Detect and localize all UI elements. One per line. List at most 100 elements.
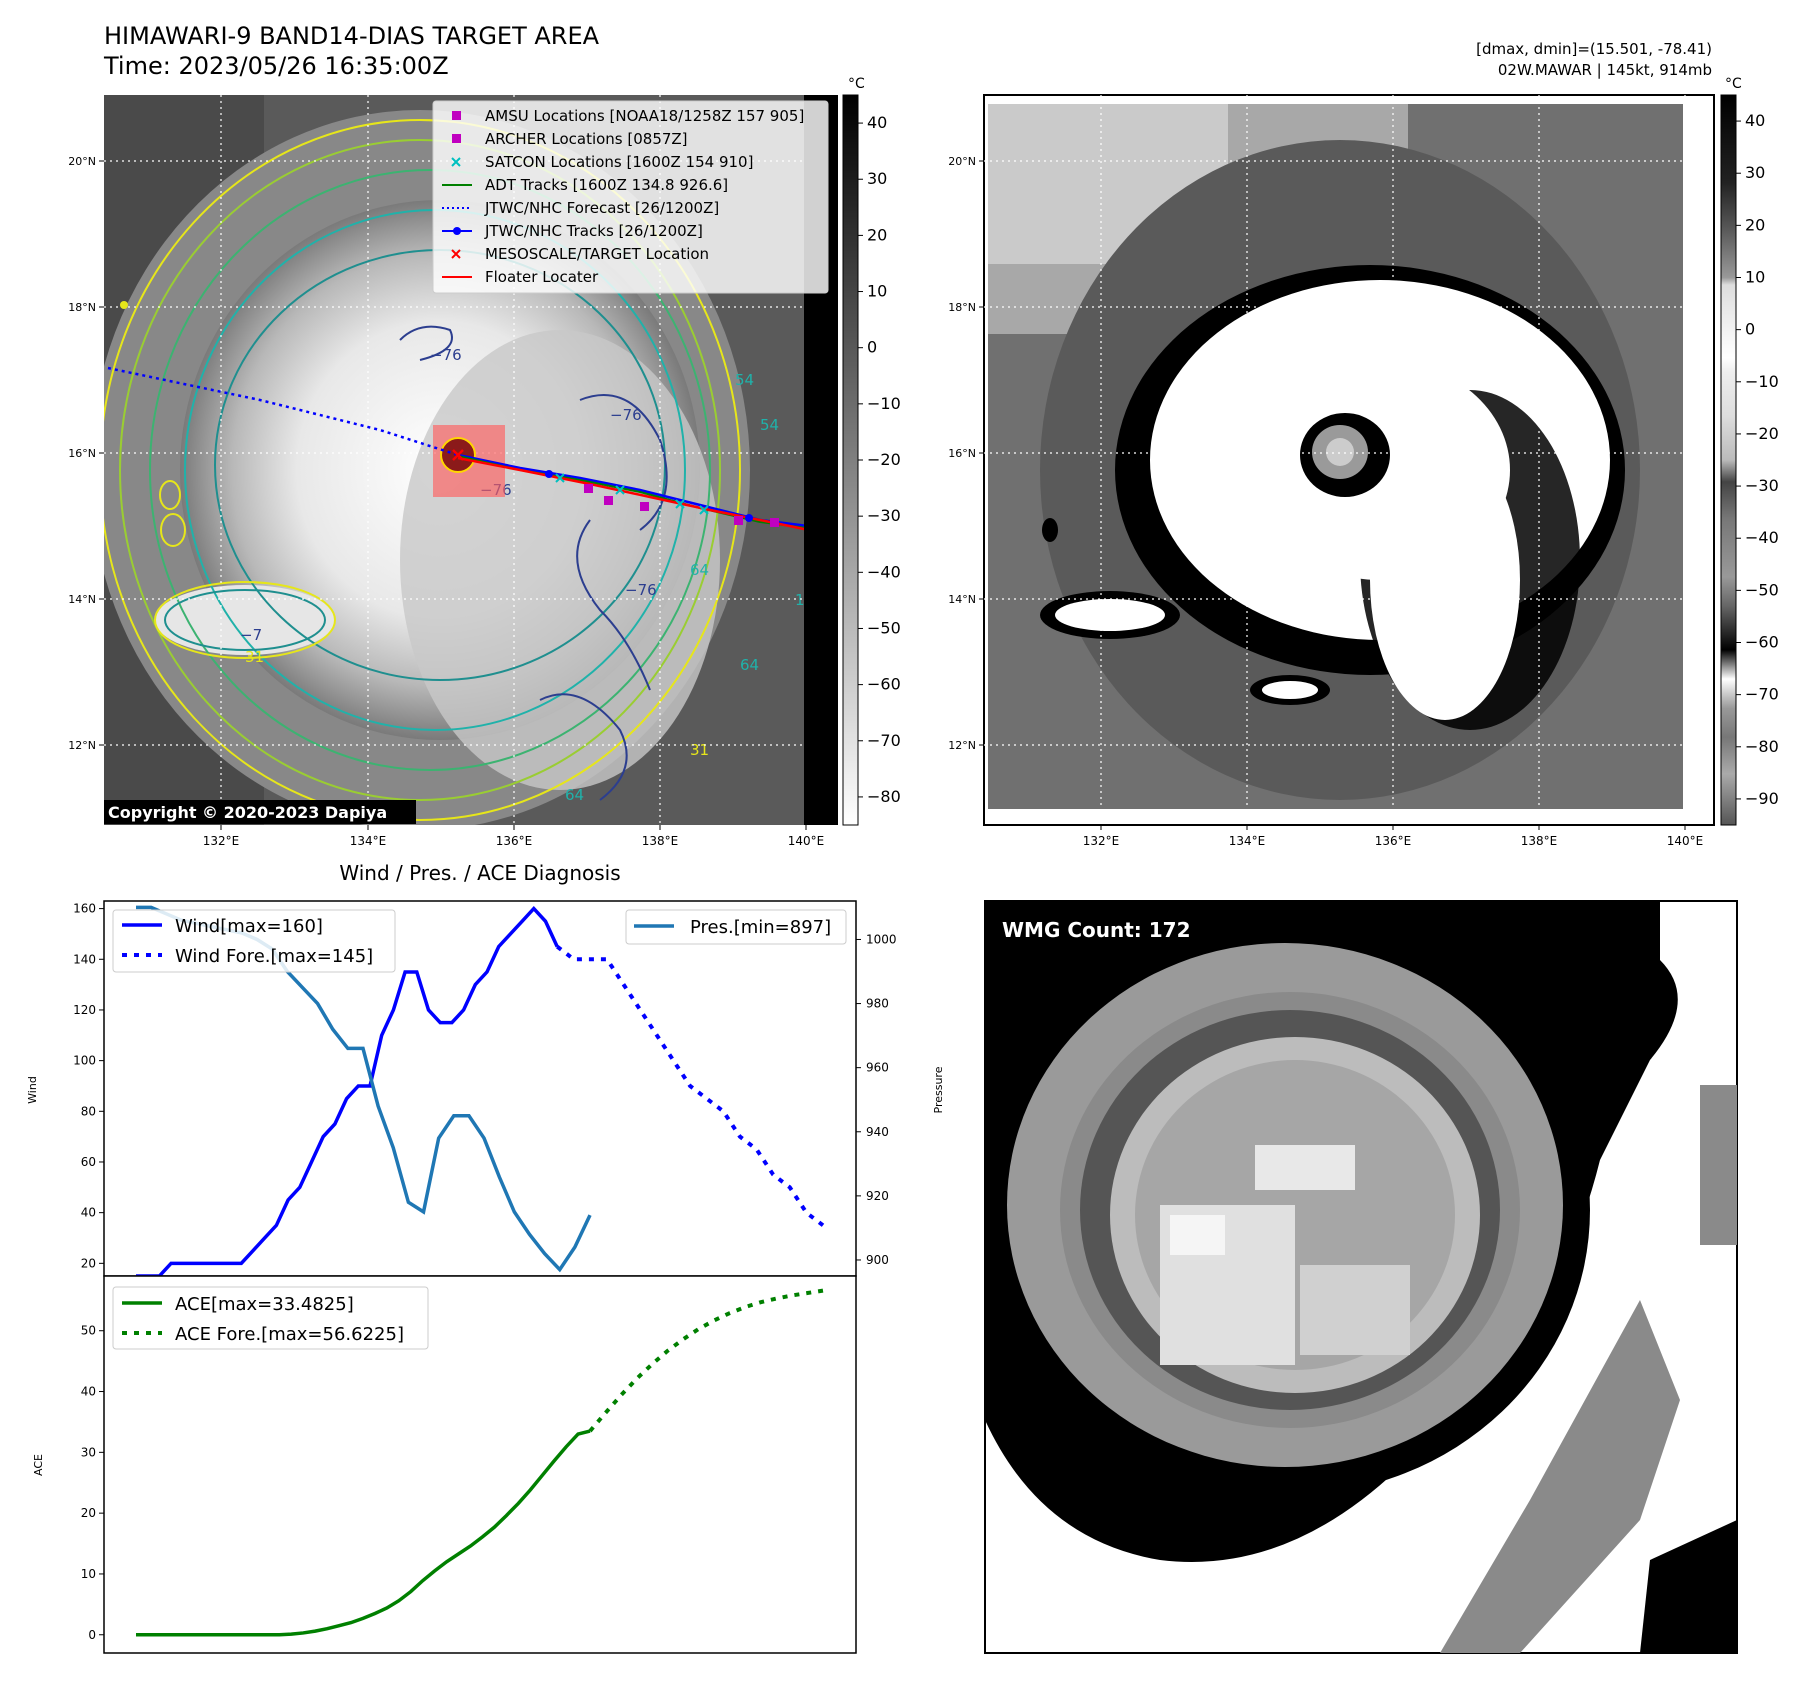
storm-info: 02W.MAWAR | 145kt, 914mb [1498, 61, 1712, 79]
legend-label: ACE[max=33.4825] [175, 1294, 354, 1315]
satcon-marker [615, 485, 625, 495]
ace-tick-label: 50 [81, 1324, 96, 1338]
colorbar-tick-label: −80 [867, 787, 901, 806]
legend-label: Pres.[min=897] [690, 917, 831, 938]
legend-label: Floater Locater [485, 268, 599, 286]
colorbar-tick-label: 30 [1745, 163, 1765, 182]
colorbar-tick-label: 40 [867, 113, 887, 132]
legend-label: Wind[max=160] [175, 916, 323, 937]
lon-tick-label: 138°E [1521, 834, 1558, 848]
legend-symbol [451, 157, 461, 167]
lat-tick-label: 16°N [948, 447, 976, 460]
amsu-marker [604, 496, 613, 505]
lon-tick-label: 138°E [642, 834, 679, 848]
point-marker [120, 301, 128, 309]
legend-label: JTWC/NHC Forecast [26/1200Z] [484, 199, 719, 217]
wind-legend: Wind[max=160] Wind Fore.[max=145] [112, 909, 396, 973]
contour-label: 31 [690, 741, 709, 759]
lon-tick-label: 132°E [1083, 834, 1120, 848]
contour-label: −7 [240, 626, 262, 644]
lon-tick-label: 136°E [1375, 834, 1412, 848]
jtwc-track-point [545, 470, 553, 478]
wind-tick-label: 40 [81, 1206, 96, 1220]
colorbar-tick-label: 10 [1745, 268, 1765, 287]
colorbar-tick-label: −10 [867, 394, 901, 413]
colorbar-tick-label: −40 [1745, 528, 1779, 547]
wind-forecast-series-line [555, 945, 825, 1227]
colorbar-tick-label: −60 [867, 675, 901, 694]
lat-tick-label: 14°N [68, 593, 96, 606]
contour-label: 31 [245, 648, 264, 666]
figure-time: Time: 2023/05/26 16:35:00Z [103, 52, 449, 80]
colorbar-tick-label: −30 [1745, 476, 1779, 495]
ace-axis-label: ACE [32, 1454, 45, 1476]
figure-title: HIMAWARI-9 BAND14-DIAS TARGET AREA [104, 22, 600, 50]
ace-tick-label: 10 [81, 1567, 96, 1581]
pressure-axis-label: Pressure [932, 1066, 945, 1113]
lat-tick-label: 20°N [68, 155, 96, 168]
left-map-panel: −76 −76 −76 −76 54 54 64 64 64 31 31 15 … [68, 95, 838, 848]
colorbar-tick-label: −40 [867, 562, 901, 581]
pressure-tick-label: 900 [866, 1253, 889, 1267]
colorbar-tick-label: −70 [1745, 685, 1779, 704]
lon-tick-label: 140°E [788, 834, 825, 848]
wmg-count-label: WMG Count: 172 [1002, 918, 1191, 942]
chart-title: Wind / Pres. / ACE Diagnosis [339, 861, 620, 885]
ace-forecast-series-line [588, 1288, 824, 1433]
colorbar-tick-label: −20 [1745, 424, 1779, 443]
pressure-tick-label: 980 [866, 997, 889, 1011]
colorbar-tick-label: 0 [1745, 320, 1755, 339]
satcon-marker [675, 499, 685, 509]
lat-tick-label: 12°N [948, 739, 976, 752]
colorbar-tick-label: 40 [1745, 111, 1765, 130]
colorbar-tick-label: −10 [1745, 372, 1779, 391]
contour-label: −76 [625, 581, 657, 599]
wind-tick-label: 120 [73, 1003, 96, 1017]
lon-tick-label: 136°E [496, 834, 533, 848]
colorbar-tick-label: 20 [1745, 215, 1765, 234]
wind-axis-label: Wind [26, 1076, 39, 1104]
colorbar-tick-label: 20 [867, 225, 887, 244]
lat-tick-label: 12°N [68, 739, 96, 752]
wmg-panel: WMG Count: 172 [984, 900, 1738, 1654]
legend-symbol [451, 249, 461, 259]
colorbar-unit: °C [1725, 76, 1742, 92]
ace-tick-label: 30 [81, 1445, 96, 1459]
lat-tick-label: 20°N [948, 155, 976, 168]
satcon-marker [699, 505, 709, 515]
pressure-tick-label: 960 [866, 1061, 889, 1075]
pressure-tick-label: 920 [866, 1189, 889, 1203]
lon-tick-label: 132°E [203, 834, 240, 848]
lon-tick-label: 134°E [1229, 834, 1266, 848]
colorbar-tick-label: −20 [867, 450, 901, 469]
legend-symbol [452, 111, 461, 120]
pressure-tick-label: 1000 [866, 932, 897, 946]
ace-tick-label: 40 [81, 1385, 96, 1399]
left-colorbar: °C 40 30 20 10 0 −10 −20 −30 −40 −50 −60 −70 −80 [842, 76, 901, 826]
colorbar-tick-label: 0 [867, 338, 877, 357]
legend-label: JTWC/NHC Tracks [26/1200Z] [484, 222, 703, 240]
ace-series-line [136, 1429, 591, 1637]
wind-tick-label: 100 [73, 1054, 96, 1068]
colorbar-tick-label: 30 [867, 169, 887, 188]
amsu-marker [640, 502, 649, 511]
colorbar-tick-label: −50 [1745, 580, 1779, 599]
lat-tick-label: 18°N [948, 301, 976, 314]
legend-symbol [452, 134, 461, 143]
colorbar-tick-label: 10 [867, 282, 887, 301]
jtwc-track [457, 453, 838, 532]
contour-label: 54 [760, 416, 779, 434]
legend-label: ARCHER Locations [0857Z] [485, 130, 688, 148]
colorbar-tick-label: −80 [1745, 737, 1779, 756]
lat-tick-label: 14°N [948, 593, 976, 606]
pressure-tick-label: 940 [866, 1125, 889, 1139]
contour-label: 54 [735, 371, 754, 389]
wind-tick-label: 20 [81, 1256, 96, 1270]
colorbar-tick-label: −70 [867, 731, 901, 750]
colorbar-tick-label: −60 [1745, 633, 1779, 652]
colorbar-tick-label: −50 [867, 618, 901, 637]
ace-chart: 0 10 20 30 40 50 ACE ACE[max=33.4825] ACE For… [32, 1275, 857, 1654]
wind-pressure-chart: 20 40 60 80 100 120 140 160 900 920 940 960 980 1000… [26, 900, 945, 1278]
colorbar-tick-label: −30 [867, 506, 901, 525]
